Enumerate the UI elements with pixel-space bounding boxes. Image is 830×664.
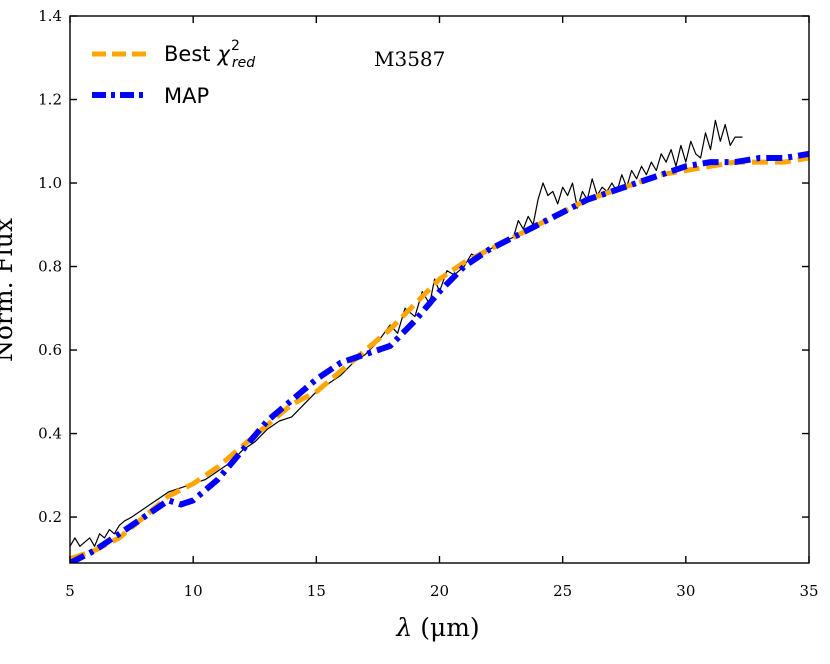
legend-entry-best: Best χ2 red (92, 38, 255, 71)
x-tick-label: 10 (184, 582, 203, 600)
legend-entry-map: MAP (92, 84, 209, 108)
y-tick-label: 0.4 (38, 425, 62, 443)
x-axis-title-symbol: λ (395, 613, 412, 642)
y-tick-label: 0.6 (38, 341, 62, 359)
x-tick-label: 5 (65, 582, 75, 600)
x-tick-label: 15 (307, 582, 326, 600)
y-tick-label: 1.4 (38, 7, 62, 25)
series-layer (70, 119, 809, 563)
series-best-chi2 (70, 155, 809, 562)
x-tick-label: 20 (430, 582, 449, 600)
x-axis-title-unit: (μm) (420, 613, 479, 642)
x-tick-label: 35 (799, 582, 818, 600)
ticks-layer: 5 10 15 20 25 30 35 0.2 0.4 0.6 0.8 1.0 1.2 1.4 (38, 7, 818, 600)
legend-chi-sub: red (232, 55, 255, 71)
legend-chi-symbol: χ (217, 42, 232, 66)
y-tick-label: 1.2 (38, 91, 62, 109)
series-map (70, 150, 809, 563)
x-axis-title: λ (μm) (395, 613, 479, 642)
x-tick-label: 25 (553, 582, 572, 600)
y-tick-label: 0.8 (38, 258, 62, 276)
legend-chi-sup: 2 (231, 38, 240, 54)
legend-best-word: Best (164, 42, 211, 66)
annotation-object-id: M3587 (374, 47, 445, 71)
x-tick-label: 30 (676, 582, 695, 600)
y-tick-label: 1.0 (38, 174, 62, 192)
legend-label-map: MAP (164, 84, 209, 108)
legend-label-best: Best χ2 red (164, 38, 255, 71)
legend: Best χ2 red MAP (92, 38, 255, 108)
y-axis-title: Norm. Flux (0, 218, 18, 362)
y-tick-label: 0.2 (38, 508, 62, 526)
